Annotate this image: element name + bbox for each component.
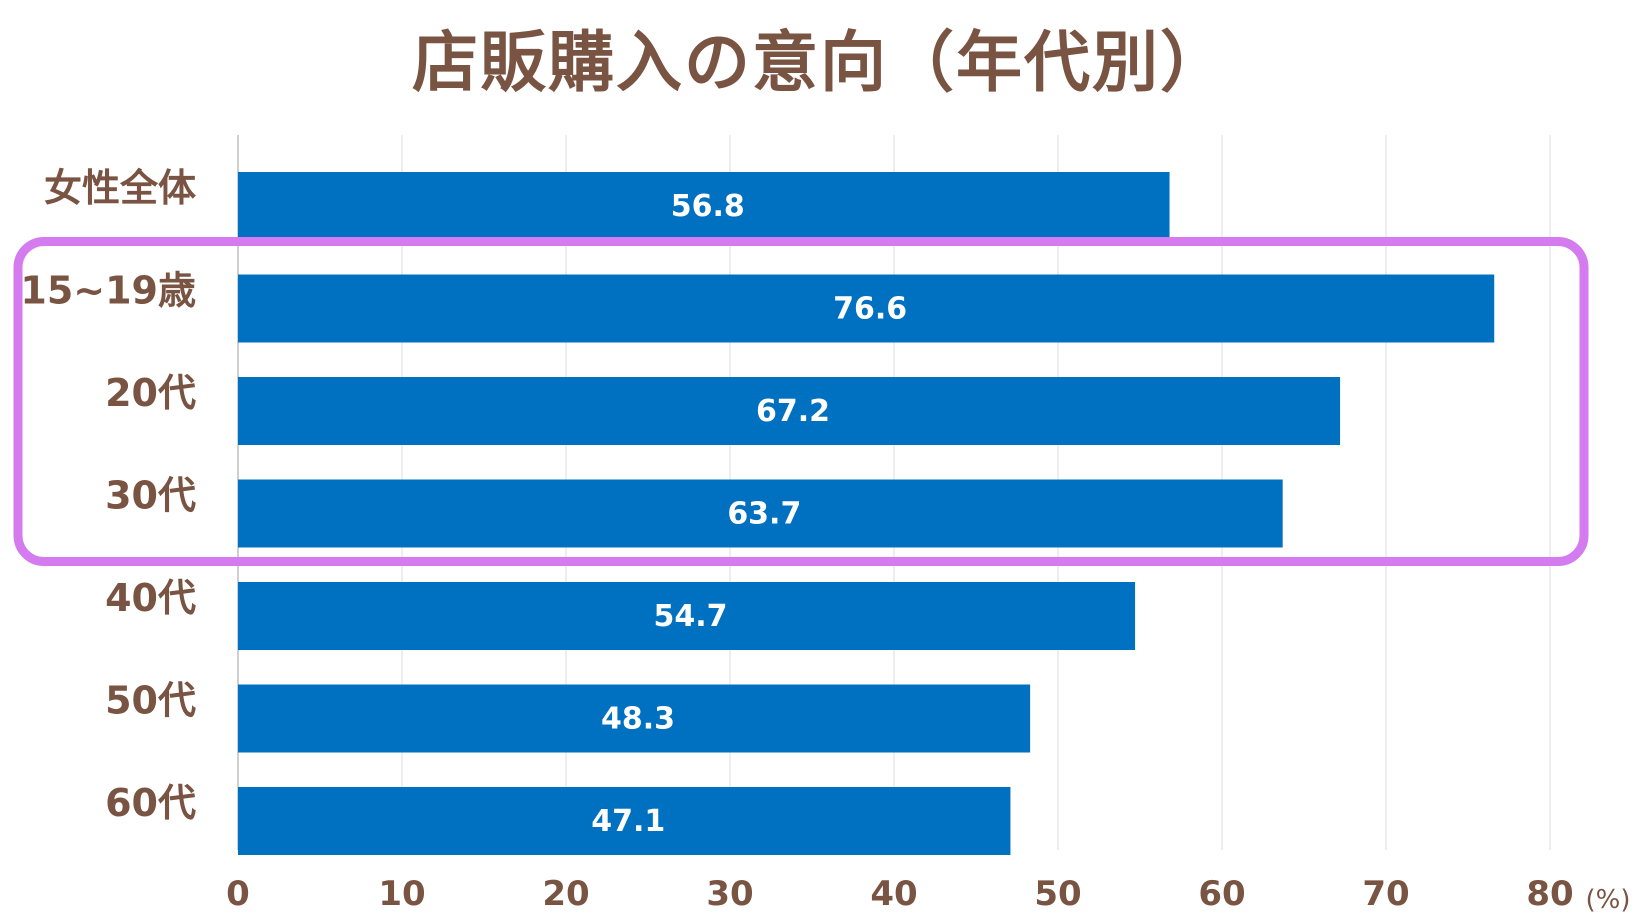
bar xyxy=(238,787,1011,855)
bar xyxy=(238,582,1136,650)
category-label: 50代 xyxy=(105,679,196,723)
category-label: 女性全体 xyxy=(44,166,196,210)
value-label: 56.8 xyxy=(671,189,745,224)
value-label: 76.6 xyxy=(833,292,907,327)
value-label: 54.7 xyxy=(654,599,728,634)
value-label: 63.7 xyxy=(727,497,801,532)
bars: 56.8 76.6 67.2 63.7 54.7 48.3 47.1 xyxy=(238,172,1495,855)
x-tick-label: 60 xyxy=(1198,874,1245,914)
x-tick-label: 80 xyxy=(1526,874,1573,914)
category-label: 60代 xyxy=(105,781,196,825)
category-label: 15~19歳 xyxy=(20,269,196,313)
unit-label: (%) xyxy=(1586,885,1631,915)
bar xyxy=(238,684,1031,753)
x-axis-ticks: 0 10 20 30 40 50 60 70 80 (%) xyxy=(226,874,1630,915)
x-tick-label: 10 xyxy=(378,874,425,914)
bar xyxy=(238,274,1495,343)
category-labels: 女性全体 15~19歳 20代 30代 40代 50代 60代 xyxy=(20,166,196,825)
chart-title: 店販購入の意向（年代別） xyxy=(412,24,1228,101)
value-label: 67.2 xyxy=(756,394,830,429)
bar xyxy=(238,172,1170,240)
category-label: 40代 xyxy=(105,576,196,620)
bar xyxy=(238,479,1283,548)
category-label: 20代 xyxy=(105,371,196,415)
x-tick-label: 0 xyxy=(226,874,250,914)
value-label: 47.1 xyxy=(591,804,665,839)
highlight-group xyxy=(13,237,1589,566)
x-tick-label: 30 xyxy=(706,874,753,914)
category-label: 30代 xyxy=(105,474,196,518)
x-tick-label: 40 xyxy=(870,874,917,914)
x-tick-label: 20 xyxy=(542,874,589,914)
highlight-box xyxy=(13,237,1589,566)
bar xyxy=(238,377,1341,445)
x-tick-label: 50 xyxy=(1034,874,1081,914)
x-tick-label: 70 xyxy=(1362,874,1409,914)
value-label: 48.3 xyxy=(601,702,675,737)
